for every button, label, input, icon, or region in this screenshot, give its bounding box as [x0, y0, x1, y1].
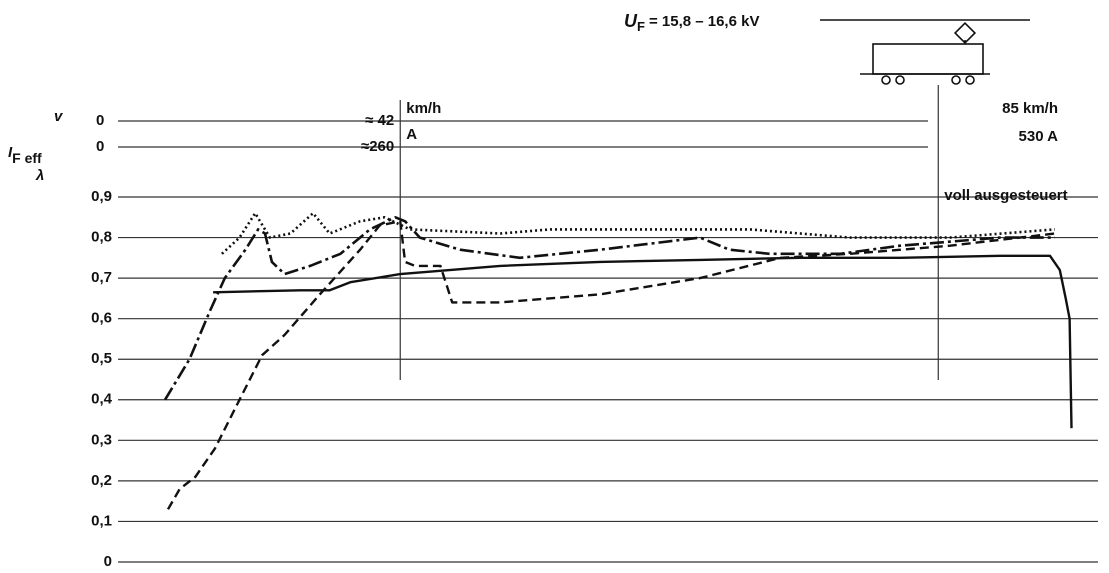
- series-line: [221, 211, 1056, 255]
- y-tick-label: 0,8: [91, 229, 112, 246]
- marker-before: ≈260: [361, 138, 394, 155]
- annotation: voll ausgesteuert: [944, 187, 1067, 204]
- marker-after: A: [406, 126, 417, 143]
- series-line: [213, 254, 1073, 429]
- row-start: 0: [96, 138, 104, 155]
- supply-label: UF = 15,8 – 16,6 kV: [624, 11, 759, 35]
- y-tick-label: 0,4: [91, 391, 113, 408]
- y-tick-label: 0,3: [91, 431, 112, 448]
- row-label-symbol: I: [8, 144, 13, 161]
- locomotive: [820, 19, 1030, 85]
- row-label: v: [54, 108, 64, 125]
- y-tick-label: 0,2: [91, 472, 112, 489]
- marker-before: ≈ 42: [365, 112, 394, 129]
- y-tick-label: 0: [104, 553, 112, 568]
- y-tick-label: 0,5: [91, 350, 112, 367]
- y-tick-label: 0,9: [91, 188, 112, 205]
- series-line: [166, 220, 1056, 510]
- row-start: 0: [96, 112, 104, 129]
- series-line: [163, 216, 1055, 401]
- y-tick-label: 0,6: [91, 310, 112, 327]
- marker-after: 85 km/h: [1002, 100, 1058, 117]
- y-tick-label: 0,1: [91, 512, 112, 529]
- marker-after: km/h: [406, 100, 441, 117]
- y-axis-label: λ: [35, 167, 44, 184]
- row-label-subscript: F eff: [12, 150, 42, 166]
- row-label: IF eff: [8, 144, 42, 166]
- marker-after: 530 A: [1019, 128, 1059, 145]
- y-tick-label: 0,7: [91, 269, 112, 286]
